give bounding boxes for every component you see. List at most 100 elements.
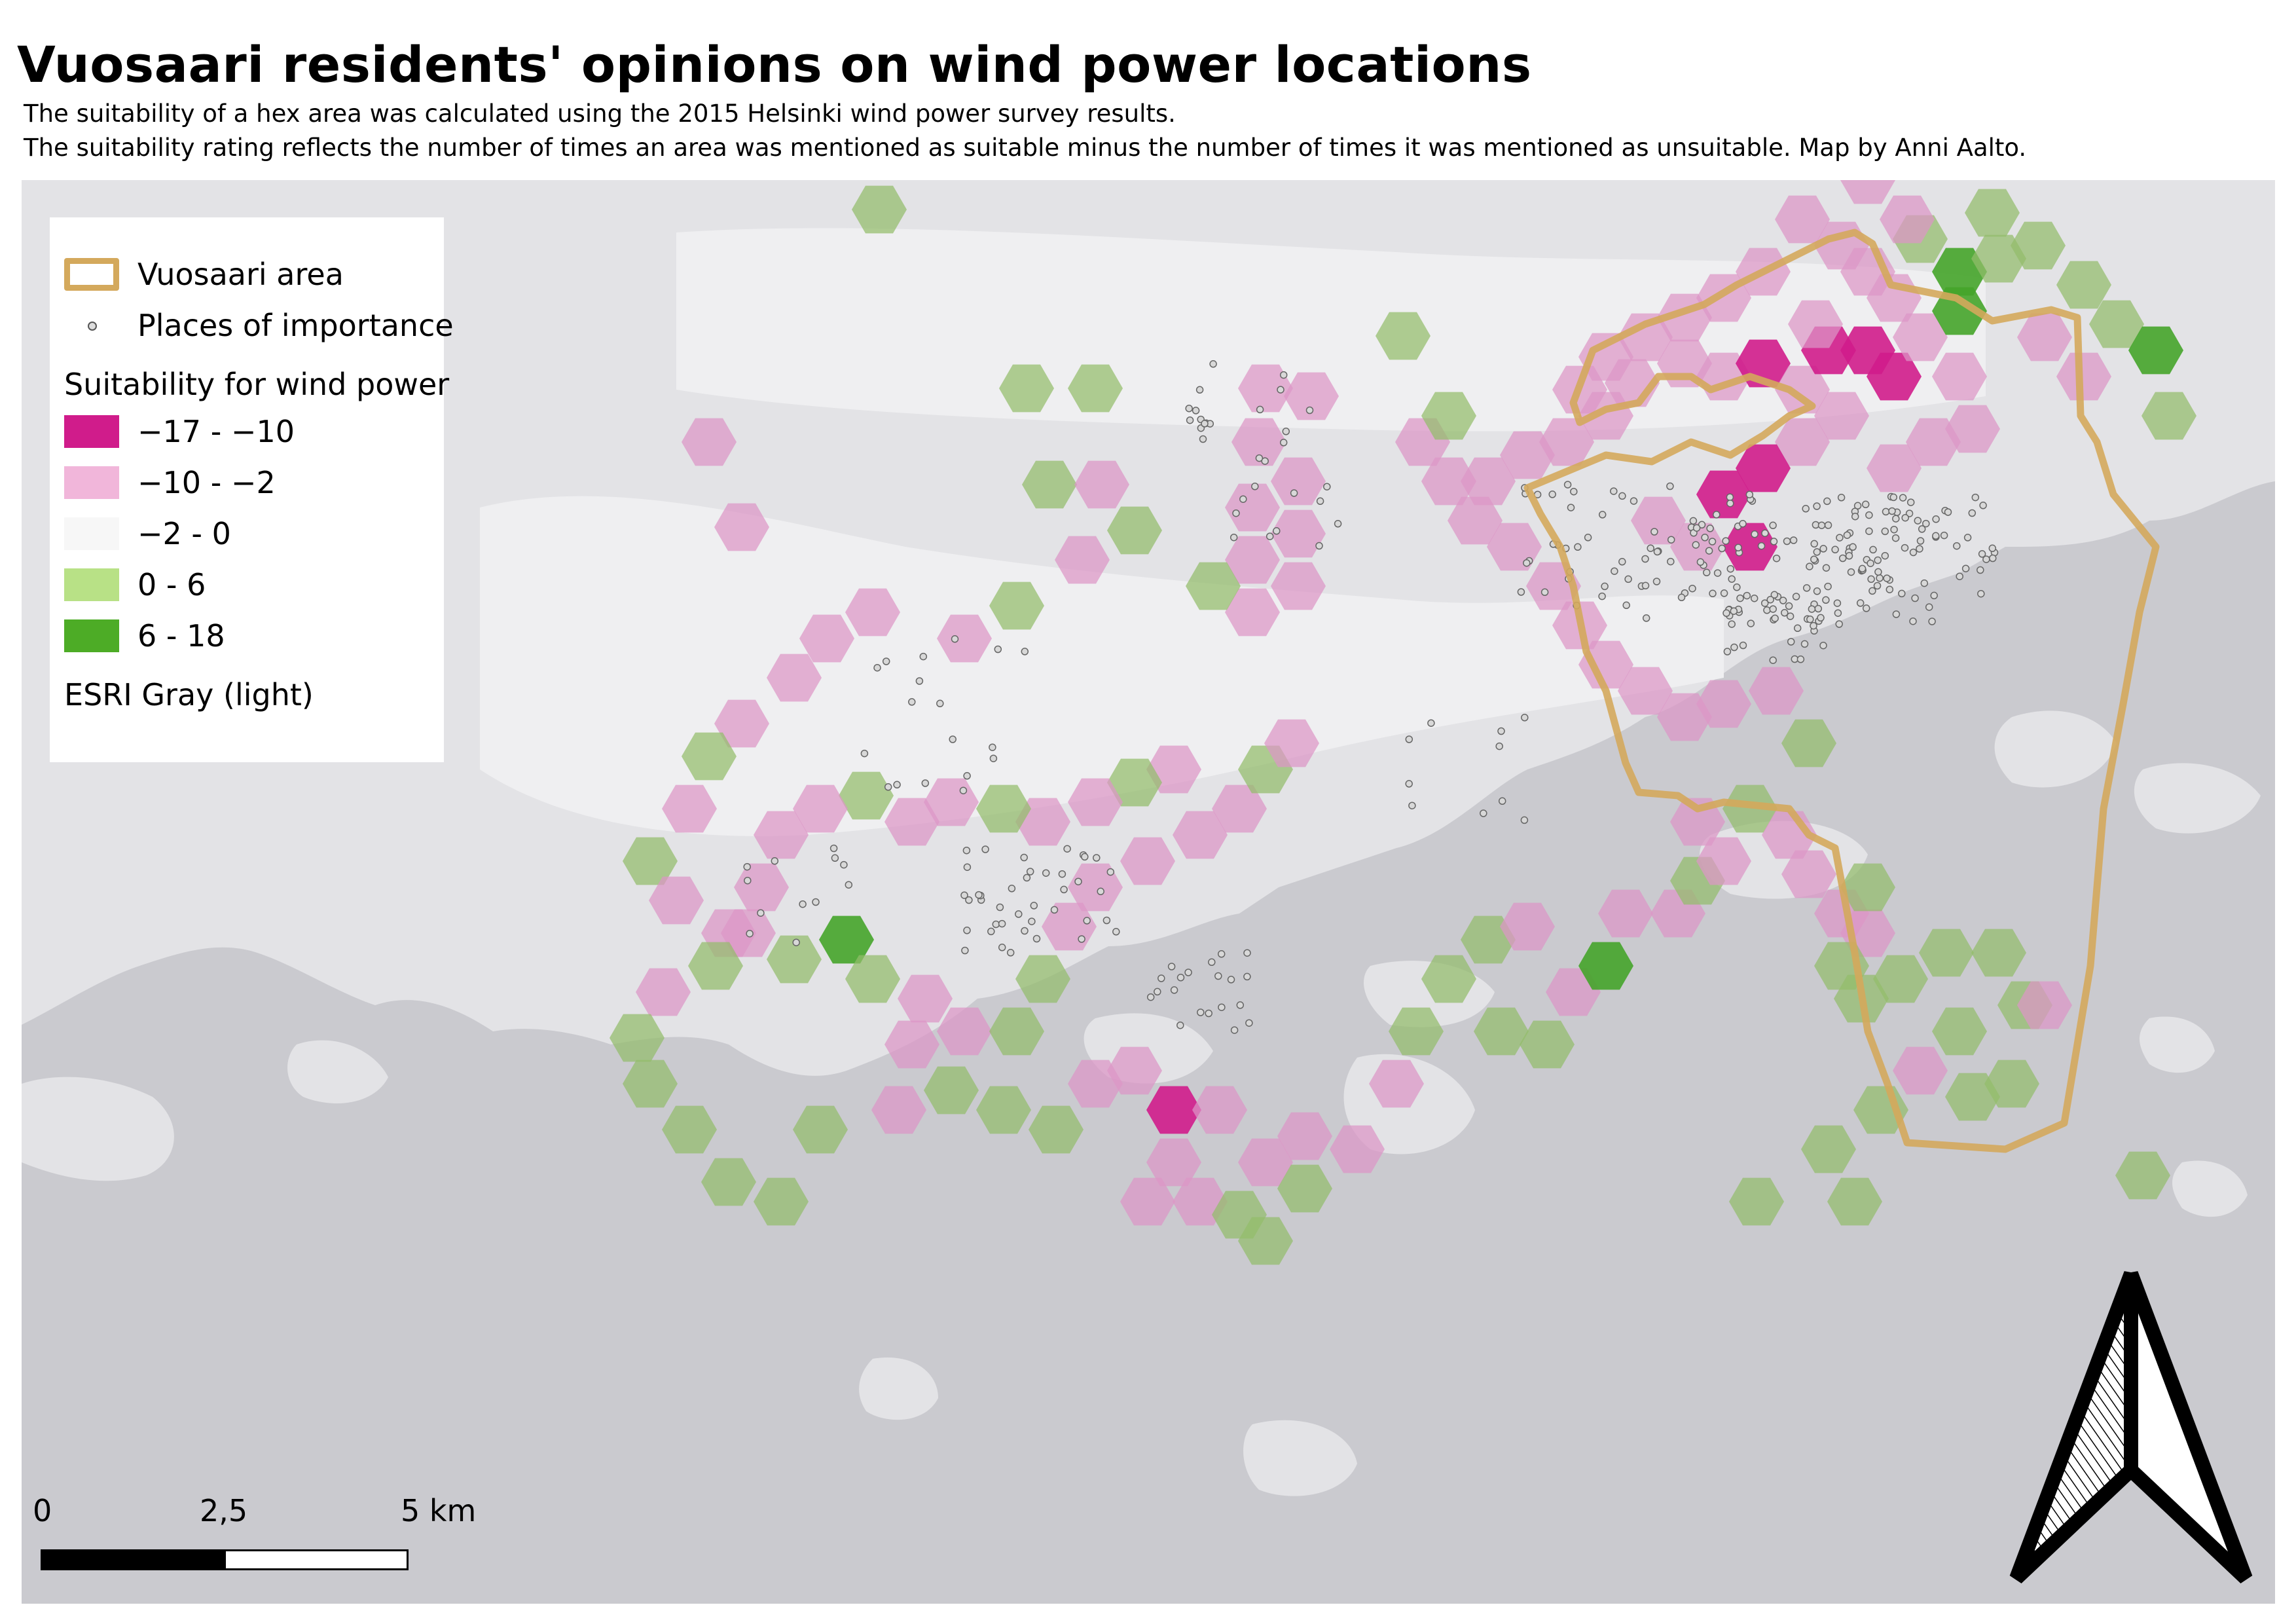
place-point <box>1028 917 1036 925</box>
place-point <box>1243 972 1251 981</box>
place-point <box>884 783 892 791</box>
hex-cell <box>1376 312 1430 360</box>
place-point <box>1823 497 1831 506</box>
place-point <box>1170 986 1178 994</box>
place-point <box>1874 556 1882 564</box>
place-point <box>959 786 968 794</box>
place-point <box>1427 719 1435 727</box>
place-point <box>1890 525 1898 534</box>
hex-cell <box>1840 863 1895 912</box>
place-point <box>1833 599 1842 607</box>
place-point <box>1813 548 1821 556</box>
hex-cell <box>1029 1105 1084 1154</box>
legend-class-1: −17 - −10 <box>64 414 295 449</box>
place-point <box>1666 482 1674 490</box>
island-i <box>859 1357 938 1420</box>
hex-cell <box>1945 1073 2000 1121</box>
place-point <box>1925 603 1933 611</box>
place-point <box>961 946 969 955</box>
hex-cell <box>682 418 737 466</box>
place-point <box>1316 497 1324 506</box>
hex-cell <box>2017 981 2072 1029</box>
place-point <box>1978 550 1986 558</box>
place-point <box>1498 797 1506 805</box>
hex-cell <box>898 974 953 1023</box>
place-point <box>951 635 959 643</box>
hex-cell <box>1421 955 1476 1003</box>
place-point <box>1186 416 1194 424</box>
place-point <box>1730 643 1738 652</box>
place-point <box>1739 641 1747 650</box>
place-point <box>1977 589 1985 598</box>
place-point <box>1146 993 1155 1001</box>
hex-cell <box>714 699 769 748</box>
west-island <box>22 1077 174 1181</box>
place-point <box>860 749 869 758</box>
place-point <box>1703 568 1711 577</box>
place-point <box>1282 428 1290 435</box>
hex-cell <box>1696 837 1751 885</box>
place-point <box>1279 371 1288 379</box>
place-point <box>1824 521 1832 529</box>
hex-cell <box>1389 1007 1444 1056</box>
place-point <box>1831 545 1839 554</box>
place-point <box>831 854 839 862</box>
hex-cell <box>662 1105 717 1154</box>
hex-cell <box>1500 902 1555 951</box>
hex-cell <box>662 784 717 833</box>
map-title: Vuosaari residents' opinions on wind pow… <box>17 35 1532 94</box>
place-point <box>1208 958 1216 967</box>
place-point <box>1843 531 1851 539</box>
hex-cell <box>937 614 992 663</box>
place-point <box>1785 602 1793 610</box>
place-point-icon <box>64 309 119 342</box>
hex-cell <box>1578 942 1633 990</box>
place-point <box>1865 527 1873 535</box>
hex-cell <box>1631 496 1686 545</box>
place-point <box>1810 621 1817 630</box>
place-point <box>1796 655 1805 663</box>
legend-basemap-label: ESRI Gray (light) <box>64 677 314 712</box>
place-point <box>744 876 752 885</box>
place-point <box>962 846 971 855</box>
place-point <box>1058 870 1066 878</box>
place-point <box>1869 545 1877 554</box>
place-point <box>1901 513 1909 522</box>
place-point <box>1030 902 1038 910</box>
hex-cell <box>1225 536 1280 584</box>
legend-box: Vuosaari area Places of importance Suita… <box>50 217 454 762</box>
map-canvas[interactable] <box>22 180 2275 1604</box>
place-point <box>1918 525 1926 533</box>
hex-layer <box>610 180 2196 1265</box>
place-point <box>1650 528 1658 536</box>
place-point <box>1989 554 1997 563</box>
hex-cell <box>1107 506 1162 555</box>
place-point <box>963 772 971 780</box>
hex-cell <box>1893 1046 1948 1095</box>
hex-cell <box>1120 837 1175 885</box>
place-point <box>757 909 765 917</box>
place-point <box>1916 545 1923 553</box>
place-point <box>1214 972 1222 980</box>
place-point <box>1667 557 1675 566</box>
place-point <box>1722 537 1730 545</box>
hex-cell <box>2141 392 2196 440</box>
place-point <box>1497 727 1505 735</box>
place-point <box>1323 483 1331 490</box>
place-point <box>1786 612 1795 620</box>
hex-cell <box>793 1105 848 1154</box>
hex-cell <box>845 955 900 1003</box>
hex-cell <box>1173 811 1228 859</box>
hex-cell <box>1827 1177 1882 1226</box>
place-point <box>1006 949 1015 957</box>
place-point <box>829 844 838 853</box>
place-point <box>1819 641 1827 650</box>
place-point <box>1078 935 1085 943</box>
place-point <box>1667 536 1675 544</box>
place-point <box>1769 605 1777 613</box>
place-point <box>1517 588 1525 596</box>
scale-bar <box>41 1549 409 1570</box>
place-point <box>981 845 989 853</box>
place-point <box>845 881 853 889</box>
hex-cell <box>1277 1164 1332 1213</box>
